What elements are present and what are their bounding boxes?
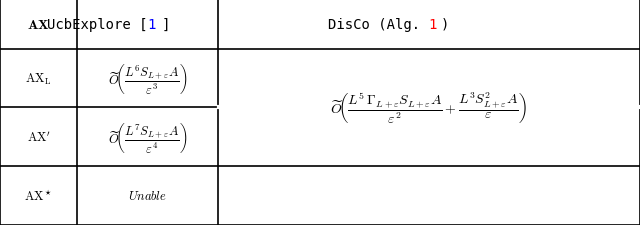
Text: $\widetilde{O}\!\left(\dfrac{L^7 S_{L+\varepsilon} A}{\varepsilon^4}\right)$: $\widetilde{O}\!\left(\dfrac{L^7 S_{L+\v… — [108, 120, 187, 154]
Text: $\widetilde{O}\!\left(\dfrac{L^6 S_{L+\varepsilon} A}{\varepsilon^3}\right)$: $\widetilde{O}\!\left(\dfrac{L^6 S_{L+\v… — [108, 62, 187, 96]
Text: DisCo (Alg.: DisCo (Alg. — [328, 18, 429, 32]
Text: $\mathbf{AX}$: $\mathbf{AX}$ — [27, 18, 50, 32]
Text: ]: ] — [161, 18, 170, 32]
Text: 1: 1 — [429, 18, 437, 32]
Text: 1: 1 — [147, 18, 156, 32]
Text: UcbExplore [: UcbExplore [ — [47, 18, 147, 32]
Text: $\mathrm{AX^\star}$: $\mathrm{AX^\star}$ — [24, 189, 52, 203]
Text: ): ) — [440, 18, 449, 32]
Text: $\widetilde{O}\!\left(\dfrac{L^5\,\Gamma_{L+\varepsilon} S_{L+\varepsilon} A}{\v: $\widetilde{O}\!\left(\dfrac{L^5\,\Gamma… — [330, 90, 527, 126]
Text: $\mathrm{AX_L}$: $\mathrm{AX_L}$ — [25, 71, 52, 86]
Text: $\mathrm{AX'}$: $\mathrm{AX'}$ — [27, 130, 50, 144]
Text: $\mathit{Unable}$: $\mathit{Unable}$ — [127, 189, 167, 202]
